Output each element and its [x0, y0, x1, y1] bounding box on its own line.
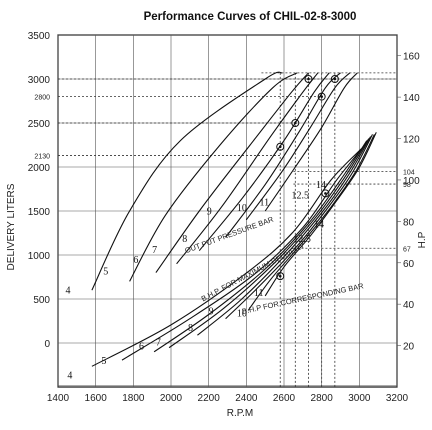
y2-tick-label: 160 [403, 52, 420, 63]
curve-marker-dot [278, 274, 282, 278]
curve-marker [330, 75, 339, 83]
chart-title: Performance Curves of CHIL-02-8-3000 [144, 11, 357, 23]
delivery-curve-9 [225, 72, 341, 238]
y-tick-label: 500 [33, 295, 50, 306]
hp-curve-label: 8 [188, 323, 193, 334]
curve-marker [276, 272, 285, 281]
hp-curve-label: 10 [237, 309, 247, 320]
y2-special-tick-label: 98 [403, 182, 411, 189]
y-tick-label: 2500 [28, 119, 51, 130]
hp-curve-label: 12.5 [293, 234, 311, 245]
hp-curve-6 [153, 140, 368, 353]
delivery-curve-6 [155, 72, 309, 273]
y2-tick-label: 140 [403, 93, 420, 104]
delivery-curve-11 [264, 72, 358, 212]
curves-layer [91, 71, 377, 367]
curve-marker-dot [307, 77, 310, 81]
y2-tick-label: 120 [403, 135, 420, 146]
hp-curve-label: 6 [139, 342, 144, 353]
hp-curve-label: 4 [67, 371, 72, 382]
y2-tick-label: 80 [403, 217, 415, 228]
grid-layer: 1400 1600 1800 2000 2200 2400 2600 2800 3000 3200… [28, 31, 420, 404]
y2-axis-label: H.P [417, 231, 428, 248]
hp-curve-10 [247, 134, 375, 311]
delivery-curve-7 [176, 72, 319, 265]
curve-marker [321, 189, 330, 198]
curve-marker-dot [278, 145, 282, 149]
hp-curve-4 [91, 148, 362, 367]
x-tick-label: 2200 [198, 393, 221, 404]
y2-tick-label: 100 [403, 176, 420, 187]
curve-marker-dot [333, 77, 337, 81]
y-tick-label: 0 [44, 339, 50, 350]
curve-marker [317, 92, 326, 101]
x-tick-label: 3200 [386, 393, 409, 404]
curve-marker-dot [324, 192, 327, 195]
hp-curve-label: 11 [254, 288, 264, 299]
x-axis-label: R.P.M [227, 408, 254, 419]
curve-marker-dot [294, 121, 297, 125]
y2-tick-label: 40 [403, 300, 415, 311]
delivery-curve-label: 5 [103, 266, 108, 277]
y-axis-label: DELIVERY LITERS [6, 183, 17, 270]
y2-special-tick-label: 67 [403, 246, 411, 253]
y-tick-label: 1000 [28, 251, 51, 262]
y-tick-label: 2000 [28, 163, 51, 174]
y-special-tick-label: 2800 [34, 95, 50, 102]
x-tick-label: 2400 [235, 393, 258, 404]
y2-special-tick-label: 104 [403, 170, 415, 177]
hp-curve-label: 9 [209, 307, 214, 318]
hp-curve-5 [121, 144, 366, 361]
delivery-curve-5 [129, 72, 298, 282]
delivery-curve-label: 12.5 [292, 191, 310, 202]
delivery-curve-label: 6 [133, 255, 138, 266]
y-special-tick-label: 2130 [34, 154, 50, 161]
hp-curve-8 [197, 136, 372, 336]
y-tick-label: 3000 [28, 75, 51, 86]
y2-tick-label: 20 [403, 342, 415, 353]
curve-marker [291, 119, 300, 127]
curve-annotation: OUT PUT PRESSURE BAR [184, 214, 275, 255]
x-tick-label: 2600 [273, 393, 296, 404]
curve-marker [304, 75, 313, 83]
hp-curve-label: 14 [314, 220, 324, 231]
y2-tick-label: 60 [403, 259, 415, 270]
delivery-curve-label: 14 [316, 180, 326, 191]
hp-curve-7 [168, 138, 370, 349]
hp-curve-label: 7 [156, 338, 161, 349]
y-tick-label: 1500 [28, 207, 51, 218]
delivery-curve-8 [198, 72, 330, 251]
delivery-curve-10 [245, 72, 351, 221]
hp-curve-9 [225, 134, 373, 320]
y-tick-label: 3500 [28, 31, 51, 42]
x-tick-label: 2000 [160, 393, 183, 404]
curve-marker [276, 142, 285, 151]
x-tick-label: 1400 [47, 393, 70, 404]
delivery-curve-label: 4 [66, 286, 71, 297]
curve-marker-dot [320, 95, 323, 98]
delivery-curve-label: 8 [182, 234, 187, 245]
delivery-curve-label: 11 [260, 198, 270, 209]
delivery-curve-label: 7 [152, 245, 157, 256]
hp-curve-11 [264, 132, 377, 297]
hp-curve-label: 5 [101, 356, 106, 367]
x-tick-label: 1600 [85, 393, 108, 404]
x-tick-label: 2800 [311, 393, 334, 404]
x-tick-label: 1800 [122, 393, 145, 404]
delivery-curve-4 [91, 71, 283, 291]
delivery-curve-label: 10 [237, 203, 247, 214]
delivery-curve-label: 9 [207, 207, 212, 218]
x-tick-label: 3000 [348, 393, 371, 404]
